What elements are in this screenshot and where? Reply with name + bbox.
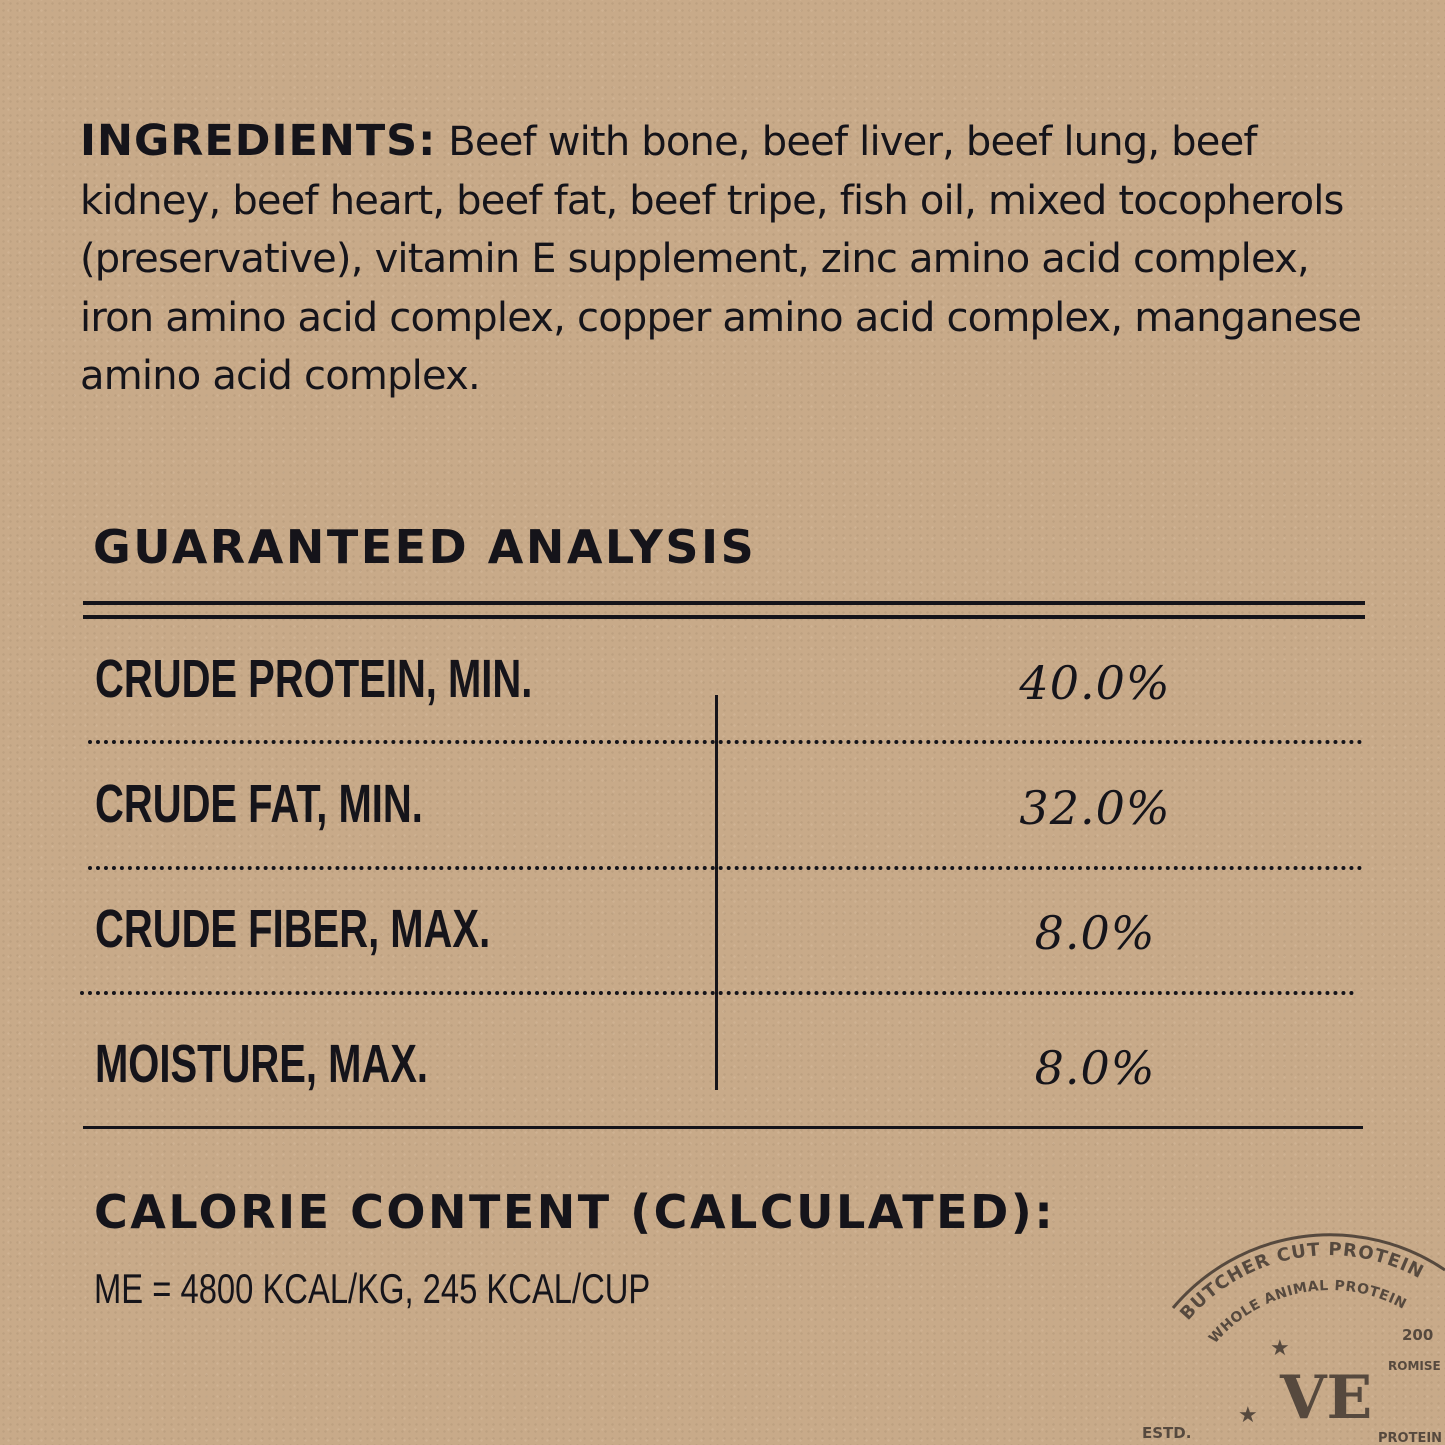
row-label: CRUDE PROTEIN, MIN. bbox=[95, 649, 533, 709]
calorie-text-wrap: ME = 4800 KCAL/KG, 245 KCAL/CUP bbox=[94, 1265, 807, 1313]
stamp-monogram: VE bbox=[1279, 1363, 1372, 1433]
analysis-row: CRUDE FAT, MIN. bbox=[95, 773, 538, 835]
stamp-logo: BUTCHER CUT PROTEIN WHOLE ANIMAL PROTEIN… bbox=[1142, 1233, 1445, 1445]
analysis-row: MOISTURE, MAX. bbox=[95, 1033, 545, 1095]
double-rule-bottom bbox=[83, 615, 1365, 619]
ingredients-label: INGREDIENTS: bbox=[80, 116, 437, 166]
stamp-inner-text: WHOLE ANIMAL PROTEIN bbox=[1206, 1278, 1409, 1347]
column-divider bbox=[715, 695, 718, 1090]
stamp-estd: ESTD. bbox=[1142, 1424, 1191, 1442]
row-value: 40.0% bbox=[1019, 656, 1171, 710]
double-rule-top bbox=[83, 601, 1365, 605]
row-value: 8.0% bbox=[1034, 1041, 1156, 1095]
ingredients-text: Beef with bone, beef liver, beef lung, b… bbox=[80, 119, 1362, 399]
row-label: MOISTURE, MAX. bbox=[95, 1034, 429, 1094]
stamp-bottom: PROTEIN bbox=[1378, 1431, 1442, 1445]
stamp-year: 200 bbox=[1402, 1326, 1433, 1344]
analysis-row: CRUDE FIBER, MAX. bbox=[95, 898, 629, 960]
calorie-title: CALORIE CONTENT (CALCULATED): bbox=[94, 1185, 1056, 1239]
analysis-row: CRUDE PROTEIN, MIN. bbox=[95, 648, 686, 710]
star-icon: ★ bbox=[1238, 1402, 1258, 1427]
stamp-ring bbox=[1171, 1233, 1445, 1309]
row-value: 32.0% bbox=[1019, 781, 1171, 835]
calorie-text: ME = 4800 KCAL/KG, 245 KCAL/CUP bbox=[94, 1265, 651, 1312]
star-icon: ★ bbox=[1270, 1335, 1290, 1360]
row-label: CRUDE FIBER, MAX. bbox=[95, 899, 491, 959]
analysis-title: GUARANTEED ANALYSIS bbox=[93, 520, 757, 574]
row-value: 8.0% bbox=[1034, 906, 1156, 960]
ingredients-block: INGREDIENTS: Beef with bone, beef liver,… bbox=[80, 112, 1370, 406]
dotted-divider bbox=[88, 866, 1363, 870]
bottom-rule bbox=[83, 1126, 1363, 1129]
stamp-promise: ROMISE bbox=[1388, 1359, 1441, 1373]
dotted-divider bbox=[88, 740, 1363, 744]
row-label: CRUDE FAT, MIN. bbox=[95, 774, 423, 834]
